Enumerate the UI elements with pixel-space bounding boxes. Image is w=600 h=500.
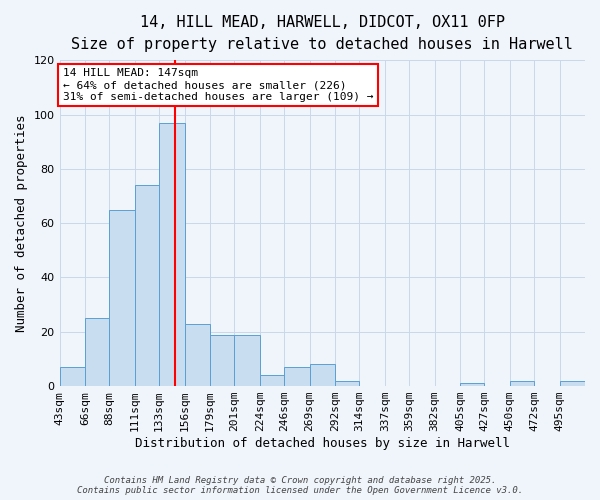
Bar [109, 210, 135, 386]
Title: 14, HILL MEAD, HARWELL, DIDCOT, OX11 0FP
Size of property relative to detached h: 14, HILL MEAD, HARWELL, DIDCOT, OX11 0FP… [71, 15, 573, 52]
Bar [135, 185, 159, 386]
Bar [235, 334, 260, 386]
Text: Contains HM Land Registry data © Crown copyright and database right 2025.
Contai: Contains HM Land Registry data © Crown c… [77, 476, 523, 495]
Bar [85, 318, 109, 386]
Bar [59, 367, 85, 386]
Bar [210, 334, 235, 386]
Bar [335, 380, 359, 386]
Bar [510, 380, 534, 386]
Y-axis label: Number of detached properties: Number of detached properties [15, 114, 28, 332]
Bar [260, 375, 284, 386]
Bar [310, 364, 335, 386]
X-axis label: Distribution of detached houses by size in Harwell: Distribution of detached houses by size … [135, 437, 510, 450]
Bar [460, 384, 484, 386]
Bar [185, 324, 210, 386]
Text: 14 HILL MEAD: 147sqm
← 64% of detached houses are smaller (226)
31% of semi-deta: 14 HILL MEAD: 147sqm ← 64% of detached h… [63, 68, 373, 102]
Bar [159, 123, 185, 386]
Bar [560, 380, 585, 386]
Bar [284, 367, 310, 386]
